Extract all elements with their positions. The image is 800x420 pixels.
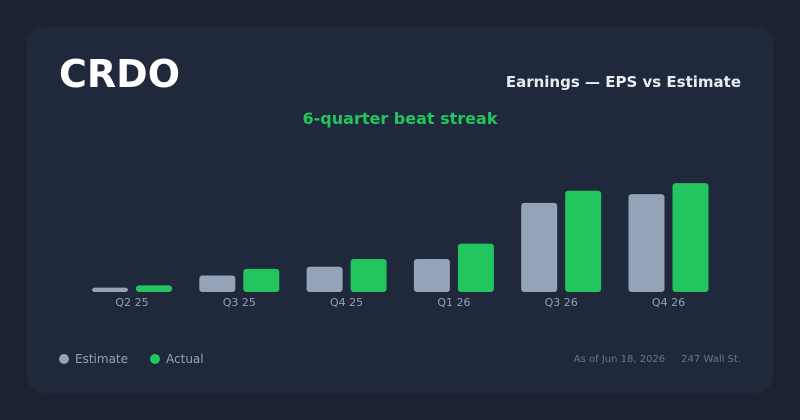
bar-actual-q2-25 — [136, 285, 172, 292]
x-tick-label: Q2 25 — [115, 296, 148, 309]
actual-swatch — [150, 354, 161, 364]
bar-actual-q4-26 — [672, 183, 709, 292]
footer: As of Jun 18, 2026 247 Wall St. — [574, 354, 741, 365]
legend-item-estimate: Estimate — [59, 352, 128, 366]
chart-subtitle: 6-quarter beat streak — [302, 109, 498, 128]
legend-label-estimate: Estimate — [75, 352, 129, 366]
x-tick-label: Q3 26 — [545, 296, 578, 309]
as-of-date: As of Jun 18, 2026 — [573, 354, 666, 365]
bar-estimate-q4-26 — [628, 194, 665, 292]
legend: Estimate Actual — [59, 352, 226, 366]
x-tick-label: Q4 25 — [330, 296, 363, 309]
x-tick-label: Q1 26 — [437, 296, 470, 309]
estimate-swatch — [59, 354, 69, 364]
bar-actual-q1-26 — [457, 243, 494, 292]
bar-actual-q4-25 — [350, 259, 387, 292]
bar-estimate-q2-25 — [92, 287, 128, 292]
bar-estimate-q3-25 — [199, 275, 236, 292]
bar-estimate-q4-25 — [306, 266, 343, 292]
bar-actual-q3-26 — [565, 190, 602, 292]
legend-label-actual: Actual — [166, 352, 204, 366]
x-tick-label: Q3 25 — [223, 296, 256, 309]
x-tick-label: Q4 26 — [652, 296, 685, 309]
legend-item-actual: Actual — [150, 352, 204, 366]
bar-actual-q3-25 — [243, 268, 280, 292]
source-label: 247 Wall St. — [681, 354, 741, 365]
bar-estimate-q3-26 — [521, 202, 558, 292]
chart-title: Earnings — EPS vs Estimate — [505, 73, 741, 91]
bar-estimate-q1-26 — [413, 259, 450, 292]
ticker-symbol: CRDO — [59, 52, 180, 96]
